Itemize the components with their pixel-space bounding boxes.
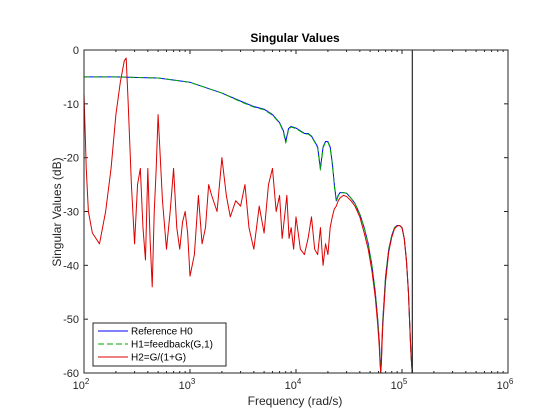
legend-label: Reference H0 <box>131 327 193 338</box>
y-tick-label: -10 <box>63 99 79 111</box>
y-tick-label: 0 <box>73 45 79 57</box>
x-tick-label: 102 <box>73 377 90 392</box>
x-tick-label: 103 <box>179 377 196 392</box>
x-axis-label: Frequency (rad/s) <box>248 394 343 408</box>
y-tick-label: -40 <box>63 260 79 272</box>
legend-label: H1=feedback(G,1) <box>131 340 213 351</box>
axes-box <box>83 49 509 374</box>
y-tick-label: -30 <box>63 207 79 219</box>
y-tick-label: -60 <box>63 368 79 380</box>
series-layer <box>84 50 413 373</box>
ticks-layer: 102 103 104 105 106 0 -10 -20 -30 -40 -50 -60 <box>63 45 514 392</box>
x-tick-label: 106 <box>497 377 514 392</box>
legend-box <box>92 322 227 367</box>
x-tick-label: 105 <box>391 377 408 392</box>
y-tick-label: -50 <box>63 314 79 326</box>
legend: Reference H0 H1=feedback(G,1) H2=G/(1+G) <box>92 322 227 367</box>
x-tick-label: 104 <box>285 377 302 392</box>
chart-title: Singular Values <box>250 31 340 45</box>
y-tick-label: -20 <box>63 153 79 165</box>
series-line-2 <box>84 57 413 373</box>
y-axis-label: Singular Values (dB) <box>50 157 64 266</box>
legend-label: H2=G/(1+G) <box>131 353 186 364</box>
